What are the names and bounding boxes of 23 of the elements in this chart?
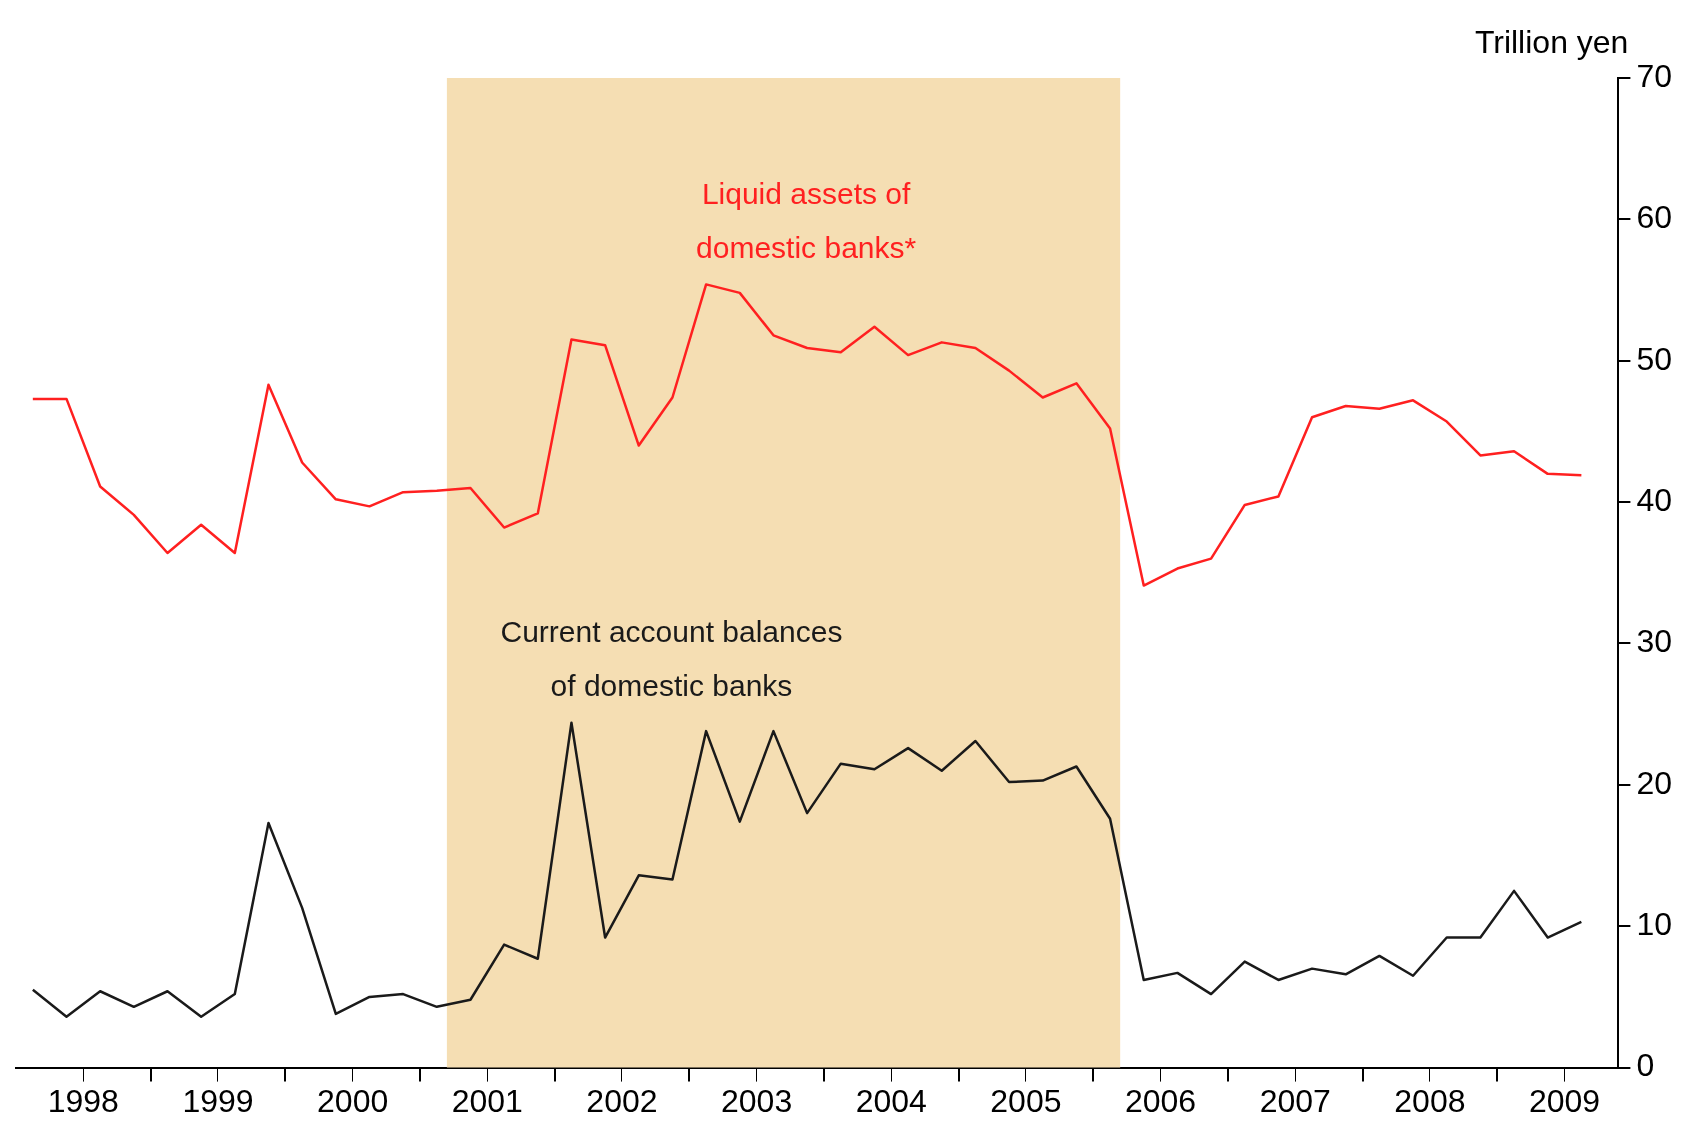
series-label: Liquid assets of domestic banks* (696, 176, 917, 264)
y-tick-label: 0 (1636, 1047, 1655, 1084)
y-tick-label: 20 (1636, 764, 1672, 801)
x-tick-label: 2001 (451, 1082, 523, 1119)
y-tick-label: 70 (1636, 57, 1672, 94)
x-tick-label: 2004 (855, 1082, 927, 1119)
x-tick-label: 2006 (1124, 1082, 1197, 1119)
x-tick-label: 1998 (47, 1082, 119, 1119)
x-tick-label: 2008 (1394, 1082, 1466, 1119)
y-tick-label: 30 (1636, 623, 1672, 660)
x-tick-label: 2005 (990, 1082, 1062, 1119)
x-tick-label: 2002 (586, 1082, 658, 1119)
y-tick-label: 40 (1636, 481, 1672, 518)
x-tick-label: 1999 (182, 1082, 254, 1119)
y-tick-label: 10 (1636, 906, 1672, 943)
x-tick-label: 2007 (1259, 1082, 1331, 1119)
text: Current account balances of domestic banks (500, 614, 843, 702)
y-axis-title: Trillion yen (1474, 23, 1629, 60)
x-tick-label: 2003 (721, 1082, 793, 1119)
y-tick-label: 60 (1636, 199, 1672, 236)
y-tick-label: 50 (1636, 340, 1672, 377)
x-tick-label: 2000 (317, 1082, 389, 1119)
x-tick-label: 2009 (1528, 1082, 1601, 1119)
